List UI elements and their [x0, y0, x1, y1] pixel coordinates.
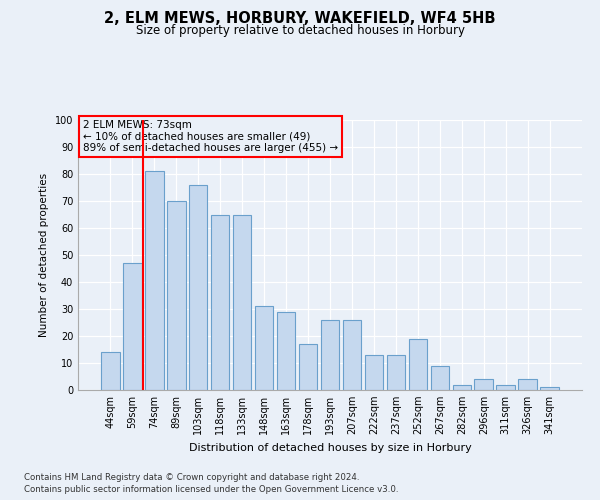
Bar	[431, 366, 449, 390]
Text: Size of property relative to detached houses in Horbury: Size of property relative to detached ho…	[136, 24, 464, 37]
Text: 2 ELM MEWS: 73sqm
← 10% of detached houses are smaller (49)
89% of semi-detached: 2 ELM MEWS: 73sqm ← 10% of detached hous…	[83, 120, 338, 153]
Text: 2, ELM MEWS, HORBURY, WAKEFIELD, WF4 5HB: 2, ELM MEWS, HORBURY, WAKEFIELD, WF4 5HB	[104, 11, 496, 26]
Bar	[189, 185, 208, 390]
Bar	[541, 388, 559, 390]
Bar	[277, 312, 295, 390]
Bar	[167, 201, 185, 390]
Bar	[343, 320, 361, 390]
Bar	[409, 338, 427, 390]
Bar	[255, 306, 274, 390]
Bar	[145, 172, 164, 390]
Y-axis label: Number of detached properties: Number of detached properties	[39, 173, 49, 337]
Bar	[365, 355, 383, 390]
Bar	[233, 214, 251, 390]
Text: Contains public sector information licensed under the Open Government Licence v3: Contains public sector information licen…	[24, 485, 398, 494]
Bar	[211, 214, 229, 390]
X-axis label: Distribution of detached houses by size in Horbury: Distribution of detached houses by size …	[188, 442, 472, 452]
Bar	[452, 384, 471, 390]
Bar	[496, 384, 515, 390]
Bar	[518, 379, 537, 390]
Bar	[101, 352, 119, 390]
Bar	[475, 379, 493, 390]
Bar	[123, 263, 142, 390]
Bar	[320, 320, 340, 390]
Bar	[299, 344, 317, 390]
Bar	[386, 355, 405, 390]
Text: Contains HM Land Registry data © Crown copyright and database right 2024.: Contains HM Land Registry data © Crown c…	[24, 472, 359, 482]
